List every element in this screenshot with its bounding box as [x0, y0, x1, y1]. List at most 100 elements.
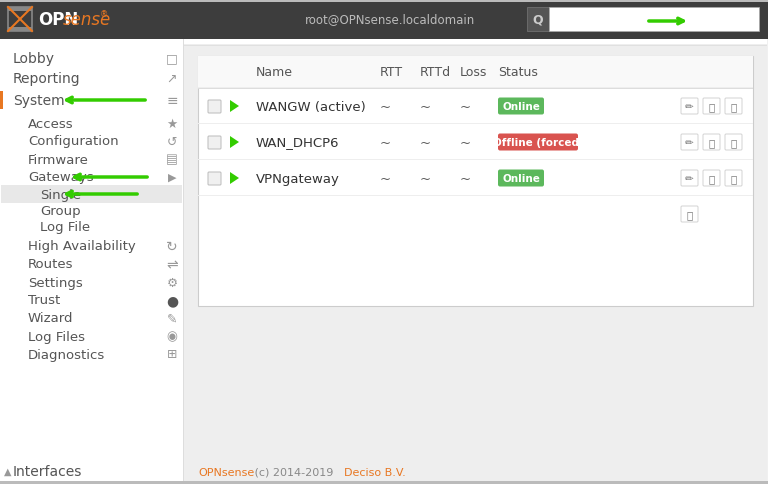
FancyBboxPatch shape: [0, 481, 768, 484]
Polygon shape: [230, 101, 239, 113]
Text: +: +: [703, 17, 712, 27]
Text: OPNsense: OPNsense: [198, 467, 254, 477]
FancyBboxPatch shape: [0, 0, 768, 40]
Text: System: Gateways: Single: System: Gateways: Single: [198, 13, 461, 31]
Text: Log Files: Log Files: [28, 330, 85, 343]
Text: Access: Access: [28, 117, 74, 130]
Text: (c) 2014-2019: (c) 2014-2019: [251, 467, 337, 477]
FancyBboxPatch shape: [498, 98, 544, 115]
Text: ↺: ↺: [167, 135, 177, 148]
Text: ⚙: ⚙: [167, 276, 177, 289]
Text: Status: Status: [498, 66, 538, 79]
FancyBboxPatch shape: [527, 8, 549, 32]
Text: RTTd: RTTd: [420, 66, 451, 79]
Text: ✏: ✏: [685, 102, 694, 112]
FancyBboxPatch shape: [198, 57, 753, 306]
FancyBboxPatch shape: [681, 171, 698, 187]
Text: ⇌: ⇌: [166, 257, 178, 272]
Text: 🗑: 🗑: [708, 174, 715, 183]
FancyBboxPatch shape: [681, 99, 698, 115]
Text: Configuration: Configuration: [28, 135, 118, 148]
FancyBboxPatch shape: [198, 88, 753, 89]
Text: □: □: [166, 52, 178, 65]
Text: Reporting: Reporting: [13, 72, 81, 86]
Text: ≡: ≡: [166, 94, 178, 108]
Text: WAN_DHCP6: WAN_DHCP6: [256, 136, 339, 149]
Text: ▶: ▶: [167, 173, 176, 182]
Text: ⧉: ⧉: [730, 138, 737, 148]
Text: ▤: ▤: [166, 153, 178, 166]
Text: 🗑: 🗑: [708, 102, 715, 112]
Text: RTT: RTT: [380, 66, 403, 79]
Text: ▲: ▲: [5, 466, 12, 476]
Text: ⊞: ⊞: [167, 348, 177, 361]
Text: WANGW (active): WANGW (active): [256, 100, 366, 113]
Text: ®: ®: [100, 11, 108, 19]
Text: ~: ~: [420, 100, 431, 113]
Text: ~: ~: [420, 172, 431, 185]
FancyBboxPatch shape: [198, 89, 753, 90]
FancyBboxPatch shape: [198, 196, 753, 197]
FancyBboxPatch shape: [696, 10, 754, 34]
FancyBboxPatch shape: [8, 28, 32, 32]
FancyBboxPatch shape: [703, 135, 720, 151]
Text: ~: ~: [460, 172, 471, 185]
Text: Trust: Trust: [28, 294, 60, 307]
Text: Online: Online: [502, 102, 540, 112]
Text: Single: Single: [40, 188, 81, 201]
Text: VPNgateway: VPNgateway: [256, 172, 340, 185]
Text: Settings: Settings: [28, 276, 83, 289]
FancyBboxPatch shape: [549, 8, 759, 32]
Text: ◉: ◉: [167, 330, 177, 343]
Text: OPN: OPN: [38, 11, 78, 29]
Text: ●: ●: [166, 293, 178, 307]
Text: ~: ~: [420, 136, 431, 149]
Text: Group: Group: [40, 205, 81, 218]
FancyBboxPatch shape: [0, 0, 768, 3]
Text: root@OPNsense.localdomain: root@OPNsense.localdomain: [305, 14, 475, 27]
Polygon shape: [230, 173, 239, 184]
Text: 🗑: 🗑: [708, 138, 715, 148]
FancyBboxPatch shape: [183, 40, 184, 484]
Text: ↻: ↻: [166, 240, 178, 254]
FancyBboxPatch shape: [498, 134, 578, 151]
FancyBboxPatch shape: [498, 170, 544, 187]
FancyBboxPatch shape: [198, 160, 753, 161]
Text: Loss: Loss: [460, 66, 488, 79]
Text: sense: sense: [63, 11, 111, 29]
Text: ~: ~: [380, 100, 391, 113]
Text: ✏: ✏: [685, 174, 694, 183]
FancyBboxPatch shape: [681, 135, 698, 151]
Text: Online: Online: [502, 174, 540, 183]
Polygon shape: [230, 136, 239, 149]
FancyBboxPatch shape: [0, 40, 183, 484]
Text: Name: Name: [256, 66, 293, 79]
FancyBboxPatch shape: [184, 0, 767, 45]
FancyBboxPatch shape: [1, 186, 182, 204]
Text: Wizard: Wizard: [28, 312, 74, 325]
Text: Q: Q: [533, 14, 543, 27]
Text: ⧉: ⧉: [730, 174, 737, 183]
FancyBboxPatch shape: [681, 207, 698, 223]
FancyBboxPatch shape: [725, 99, 742, 115]
Text: ~: ~: [380, 172, 391, 185]
Text: Diagnostics: Diagnostics: [28, 348, 105, 361]
FancyBboxPatch shape: [208, 136, 221, 150]
Text: Interfaces: Interfaces: [13, 464, 82, 478]
Text: ~: ~: [460, 136, 471, 149]
FancyBboxPatch shape: [703, 171, 720, 187]
Text: ✏: ✏: [685, 138, 694, 148]
FancyBboxPatch shape: [208, 101, 221, 114]
Text: Deciso B.V.: Deciso B.V.: [344, 467, 406, 477]
Text: Offline (forced): Offline (forced): [492, 138, 584, 148]
FancyBboxPatch shape: [0, 92, 3, 110]
Text: ★: ★: [167, 117, 177, 130]
FancyBboxPatch shape: [198, 57, 753, 89]
Text: Routes: Routes: [28, 258, 74, 271]
Text: ~: ~: [460, 100, 471, 113]
FancyBboxPatch shape: [184, 45, 767, 484]
FancyBboxPatch shape: [725, 171, 742, 187]
Text: Lobby: Lobby: [13, 52, 55, 66]
Text: Add: Add: [731, 15, 758, 29]
Text: Log File: Log File: [40, 221, 90, 234]
